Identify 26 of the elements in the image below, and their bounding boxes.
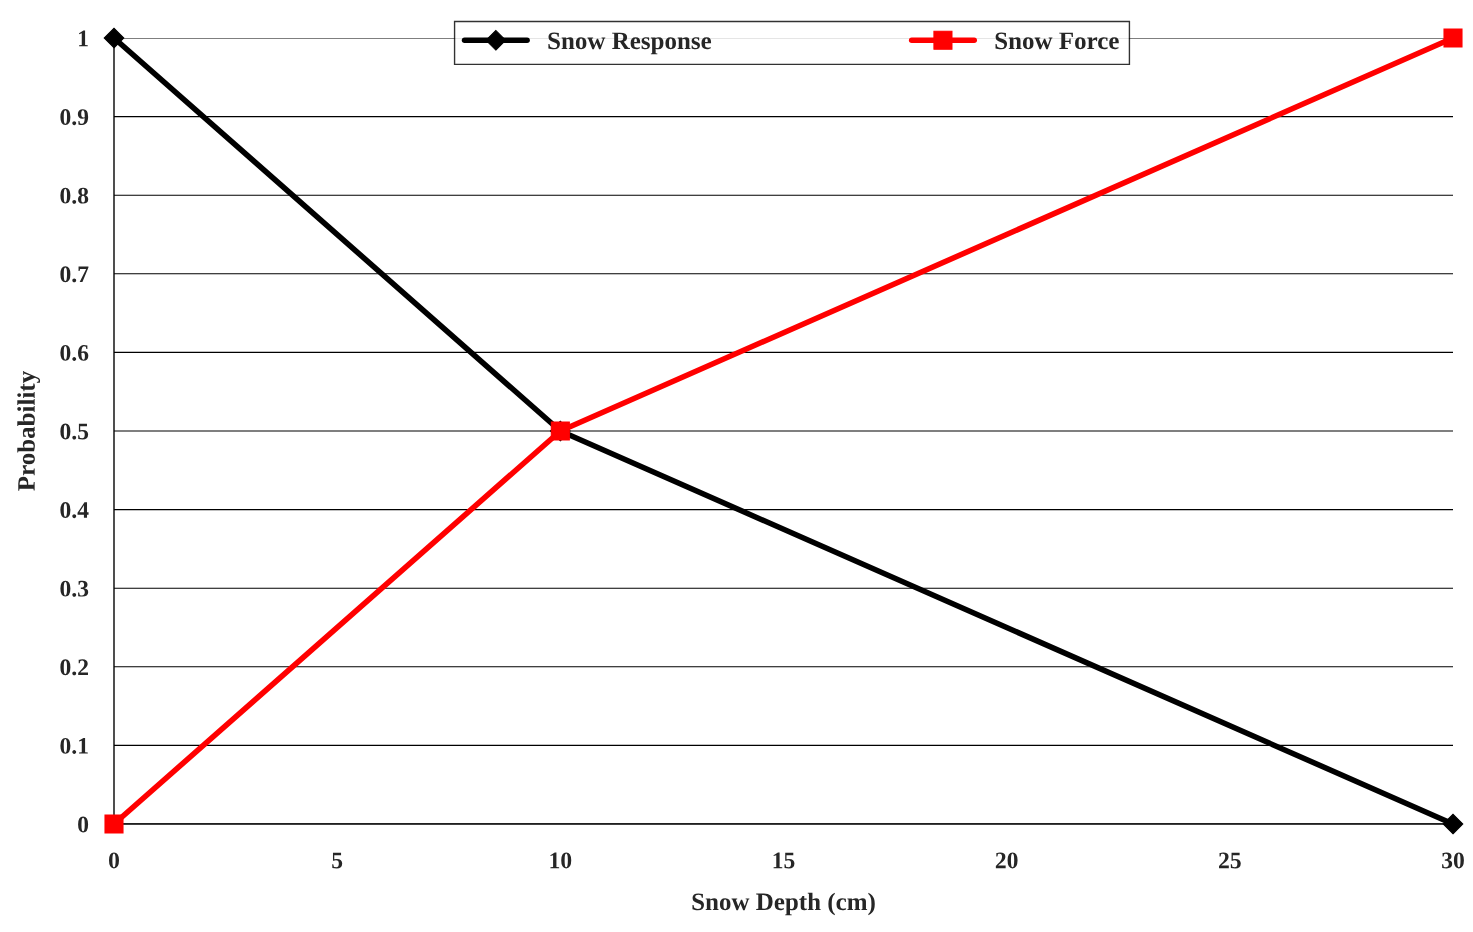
y-tick-label: 1 — [79, 30, 88, 47]
x-tick-label: 0 — [109, 852, 119, 869]
point — [103, 27, 125, 49]
point — [104, 814, 124, 834]
y-tick-label: 0 — [78, 816, 89, 833]
x-tick-label: 5 — [332, 852, 343, 869]
y-tick-label: 0.5 — [60, 423, 89, 440]
y-tick-label: 0.1 — [60, 737, 88, 754]
y-tick-label: 0.8 — [60, 187, 89, 204]
y-tick-label: 0.6 — [60, 344, 89, 361]
y-tick-label: 0.3 — [60, 580, 89, 597]
y-tick-label: 0.7 — [60, 266, 89, 283]
x-axis-title: Snow Depth (cm) — [692, 892, 875, 916]
legend-label: Snow Response — [548, 32, 712, 55]
x-tick-label: 15 — [773, 852, 795, 869]
y-tick-label: 0.2 — [60, 659, 88, 676]
y-axis-title: Probability — [17, 371, 41, 491]
point — [1443, 28, 1463, 48]
x-tick-label: 20 — [995, 852, 1018, 869]
legend-label: Snow Force — [995, 32, 1119, 50]
x-tick-label: 10 — [550, 852, 572, 869]
y-tick-label: 0.9 — [60, 109, 89, 126]
x-tick-label: 25 — [1219, 852, 1241, 869]
x-tick-label: 30 — [1442, 852, 1464, 869]
point — [1442, 813, 1464, 835]
y-tick-label: 0.4 — [60, 502, 89, 519]
